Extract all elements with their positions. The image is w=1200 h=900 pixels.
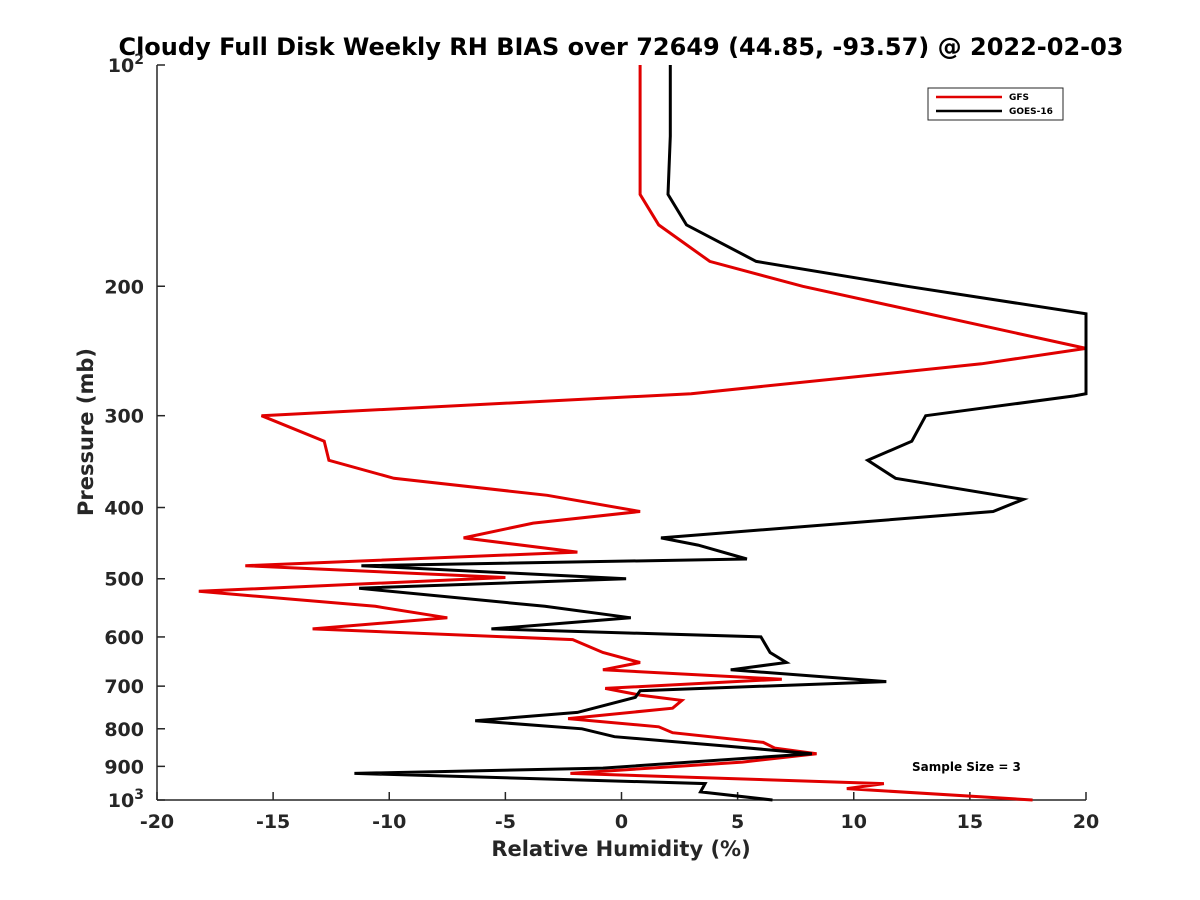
y-tick-label: 500 [104,569,144,591]
x-tick-label: 20 [1073,811,1099,833]
chart-title: Cloudy Full Disk Weekly RH BIAS over 726… [118,33,1123,61]
x-axis-label: Relative Humidity (%) [491,837,750,861]
x-tick-label: -15 [256,811,290,833]
series-line-goes16 [354,65,1088,802]
x-tick-label: 0 [615,811,628,833]
axes [156,65,1086,801]
y-tick-label: 103 [108,787,144,812]
x-tick-label: 5 [731,811,744,833]
legend-label-gfs: GFS [1009,93,1029,103]
y-tick-label: 600 [104,627,144,649]
y-axis-label: Pressure (mb) [74,348,98,516]
y-tick-label: 102 [108,52,144,77]
x-tick-label: -20 [140,811,174,833]
y-tick-label: 200 [104,276,144,298]
x-tick-label: 15 [957,811,983,833]
legend-box [927,87,1064,121]
y-tick-label: 700 [104,676,144,698]
y-tick-label: 900 [104,756,144,778]
legend: GFS GOES-16 [927,87,1064,121]
x-tick-label: -10 [372,811,406,833]
x-tick-label: 10 [841,811,867,833]
y-tick-label: 800 [104,719,144,741]
x-tick-label: -5 [495,811,516,833]
legend-label-goes16: GOES-16 [1009,107,1053,117]
sample-size-annotation: Sample Size = 3 [912,760,1021,774]
tick-group: -20 -15 -10 -5 0 5 10 15 20 102 200 300 400 500 600 700… [104,52,1099,833]
y-tick-label: 300 [104,406,144,428]
y-tick-label: 400 [104,498,144,520]
series-layer [198,65,1088,802]
series-line-gfs [198,65,1087,802]
